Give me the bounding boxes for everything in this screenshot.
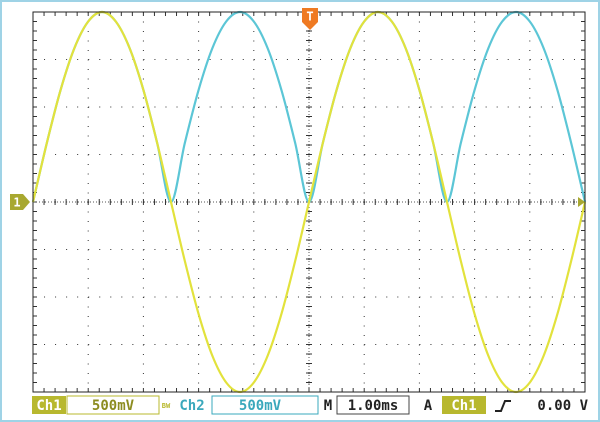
traces xyxy=(31,10,587,394)
trigger-level: 0.00 V xyxy=(537,398,588,414)
trigger-source-badge xyxy=(442,396,486,414)
ch2-scale: 500mV xyxy=(239,398,282,414)
ch1-scale-box xyxy=(66,395,160,415)
ground-marker xyxy=(10,194,30,210)
time-scale: 1.00ms xyxy=(348,398,399,414)
trace xyxy=(31,10,587,394)
ch2-scale-box xyxy=(211,395,319,415)
trigger-marker-label: T xyxy=(306,10,313,24)
trigger-source: Ch1 xyxy=(451,398,476,414)
time-label: M xyxy=(324,398,332,414)
ch1-badge xyxy=(32,396,66,414)
trigger-label: A xyxy=(424,398,433,414)
ch1-scale: 500mV xyxy=(92,398,135,414)
ch2-label: Ch2 xyxy=(179,398,204,414)
ground-marker-right xyxy=(578,197,585,207)
ground-marker-label: 1 xyxy=(13,196,20,210)
time-scale-box xyxy=(336,395,410,415)
ch1-label: Ch1 xyxy=(36,398,61,414)
trigger-marker xyxy=(302,8,318,30)
trigger-slope-icon xyxy=(495,400,511,412)
bw-limit: BW xyxy=(162,402,171,410)
